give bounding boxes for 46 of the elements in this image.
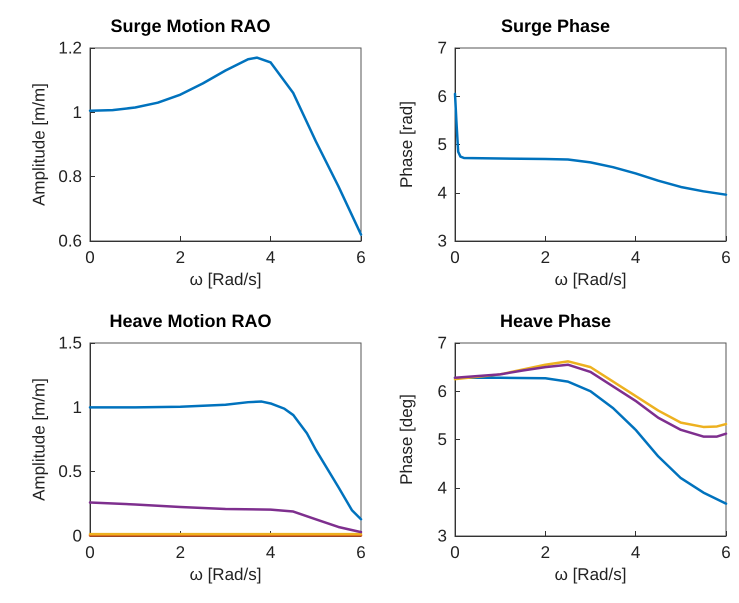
y-tick-label: 5	[438, 135, 447, 154]
x-tick-label: 4	[630, 543, 640, 562]
y-tick-label: 1.5	[58, 334, 82, 352]
y-tick-label: 6	[438, 86, 447, 106]
chart-title: Surge Phase	[500, 16, 610, 36]
x-tick-label: 0	[450, 248, 460, 267]
y-tick-label: 0.5	[58, 462, 82, 482]
y-tick-label: 0.6	[58, 232, 82, 250]
x-tick-label: 2	[176, 543, 186, 562]
x-tick-label: 0	[85, 543, 95, 562]
y-tick-label: 0	[72, 526, 82, 546]
x-axis-title: ω [Rad/s]	[190, 565, 262, 584]
x-axis-title: ω [Rad/s]	[190, 270, 262, 289]
x-tick-label: 2	[540, 543, 550, 562]
y-tick-label: 3	[438, 232, 447, 250]
y-tick-label: 1	[72, 398, 82, 417]
y-tick-label: 6	[438, 382, 447, 401]
y-tick-label: 7	[438, 334, 447, 352]
y-axis-title: Amplitude [m/m]	[29, 83, 48, 206]
y-tick-label: 4	[438, 478, 447, 498]
chart-title: Surge Motion RAO	[110, 16, 270, 36]
x-tick-label: 0	[450, 543, 460, 562]
x-tick-label: 6	[721, 248, 731, 267]
x-tick-label: 0	[85, 248, 95, 267]
x-tick-label: 6	[356, 248, 366, 267]
x-tick-label: 4	[266, 543, 276, 562]
chart-title: Heave Phase	[500, 311, 612, 331]
x-tick-label: 2	[176, 248, 186, 267]
y-tick-label: 1	[72, 102, 82, 122]
y-tick-label: 5	[438, 430, 447, 449]
y-tick-label: 1.2	[58, 38, 82, 58]
x-tick-label: 4	[266, 248, 276, 267]
x-tick-label: 6	[721, 543, 731, 562]
x-tick-label: 2	[540, 248, 550, 267]
x-tick-label: 4	[630, 248, 640, 267]
y-axis-title: Amplitude [m/m]	[29, 378, 48, 501]
x-tick-label: 6	[356, 543, 366, 562]
y-tick-label: 7	[438, 38, 447, 58]
y-tick-label: 4	[438, 183, 447, 202]
y-axis-title: Phase [deg]	[397, 394, 416, 485]
x-axis-title: ω [Rad/s]	[554, 270, 626, 289]
chart-title: Heave Motion RAO	[109, 311, 272, 331]
x-axis-title: ω [Rad/s]	[554, 565, 626, 584]
y-axis-title: Phase [rad]	[397, 101, 416, 188]
y-tick-label: 0.8	[58, 167, 82, 186]
y-tick-label: 3	[438, 526, 447, 546]
